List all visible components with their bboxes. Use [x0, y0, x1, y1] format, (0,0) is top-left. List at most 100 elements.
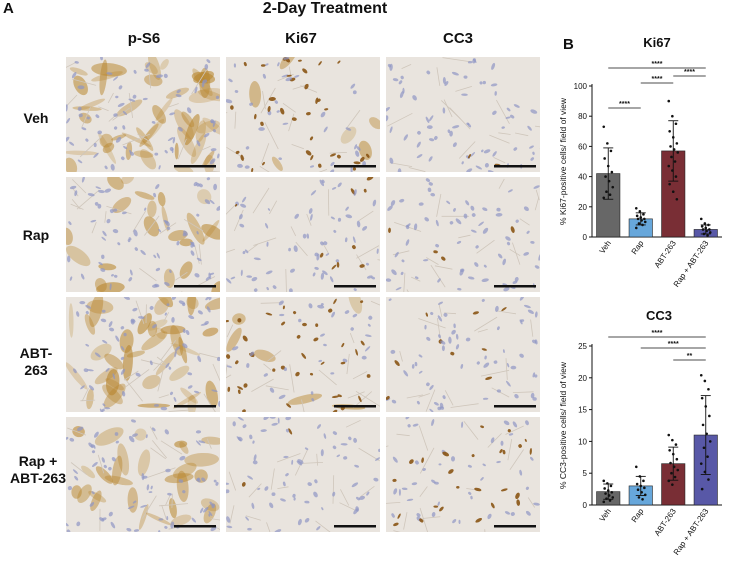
- chart1-data-point: [604, 492, 607, 495]
- chart1-data-point: [672, 465, 676, 469]
- micrograph-p-s6-row1: [66, 177, 220, 292]
- chart0-data-point: [637, 222, 641, 225]
- chart1-data-point: [708, 414, 711, 418]
- chart0-data-point: [641, 223, 644, 227]
- micrograph-cc3-row1: [386, 177, 540, 292]
- chart1-data-point: [707, 478, 710, 481]
- chart1-data-point: [610, 490, 614, 494]
- chart1-x-tick-label: Rap: [630, 507, 646, 525]
- chart0-data-point: [643, 220, 647, 224]
- chart1-data-point: [643, 493, 647, 497]
- row-label-rap-abt263: Rap + ABT-263: [9, 453, 67, 486]
- chart1-data-point: [707, 387, 710, 391]
- chart1-data-point: [671, 438, 674, 442]
- chart0-data-point: [706, 234, 709, 237]
- micrograph-ki67-row1: [226, 177, 380, 292]
- chart0-significance-label: ****: [652, 61, 663, 68]
- micrograph-ki67-row0: [226, 57, 380, 172]
- chart1-data-point: [640, 490, 643, 494]
- chart1-data-point: [703, 470, 707, 474]
- chart0-data-point: [636, 217, 640, 221]
- chart1-data-point: [641, 497, 644, 501]
- chart0-data-point: [708, 228, 711, 231]
- chart0-data-point: [604, 175, 607, 178]
- chart1-data-point: [605, 497, 608, 500]
- chart1-data-point: [674, 443, 678, 446]
- chart1-y-tick-label: 15: [578, 406, 587, 415]
- micrograph-p-s6-row3: [66, 417, 220, 532]
- row-label-abt263: ABT-263: [19, 345, 53, 378]
- chart1-data-point: [701, 423, 705, 427]
- chart0-data-point: [602, 196, 606, 200]
- chart0-y-tick-label: 100: [574, 82, 588, 91]
- micrograph-cc3-row0: [386, 57, 540, 172]
- chart0-data-point: [703, 222, 707, 225]
- row-label-rap: Rap: [22, 227, 50, 243]
- chart1-data-point: [675, 457, 679, 461]
- chart0-data-point: [634, 207, 638, 210]
- chart0-data-point: [643, 217, 646, 221]
- chart1-data-point: [608, 499, 612, 502]
- chart0-data-point: [708, 231, 712, 234]
- chart1-x-tick-label: ABT-263: [653, 507, 679, 538]
- micrograph-p-s6-row0: [66, 57, 220, 172]
- column-header-cc3: CC3: [442, 30, 473, 47]
- chart1-data-point: [602, 479, 606, 483]
- chart0-data-point: [673, 160, 677, 163]
- chart0-data-point: [674, 122, 678, 126]
- row-label-veh: Veh: [23, 110, 49, 126]
- chart1-data-point: [668, 449, 671, 452]
- chart1-data-point: [603, 487, 606, 490]
- chart0-data-point: [670, 155, 673, 159]
- chart0-data-point: [611, 185, 615, 189]
- chart0-y-tick-label: 80: [578, 112, 587, 121]
- chart1-data-point: [703, 379, 707, 383]
- chart0-data-point: [610, 170, 614, 174]
- micrograph-ki67-row3: [226, 417, 380, 532]
- micrograph-ki67-row2: [226, 297, 380, 412]
- chart1-significance-label: ****: [668, 341, 679, 348]
- chart1-data-point: [638, 475, 642, 478]
- chart0-y-tick-label: 20: [578, 203, 587, 212]
- chart0-data-point: [704, 226, 708, 230]
- chart0-data-point: [607, 179, 611, 183]
- chart1-data-point: [634, 465, 638, 469]
- chart0-data-point: [671, 169, 674, 172]
- chart0-data-point: [605, 190, 608, 193]
- chart0-y-tick-label: 0: [583, 233, 588, 242]
- chart1-data-point: [667, 479, 671, 483]
- chart1-data-point: [670, 471, 673, 475]
- chart0-x-tick-label: Veh: [598, 239, 613, 255]
- chart0-data-point: [707, 223, 710, 227]
- chart1-y-tick-label: 20: [578, 374, 587, 383]
- chart0-data-point: [676, 151, 680, 154]
- chart0-data-point: [603, 157, 606, 160]
- chart1-x-tick-label: Rap + ABT-263: [672, 507, 711, 557]
- chart0-data-point: [609, 149, 613, 153]
- chart0-y-tick-label: 40: [578, 173, 587, 182]
- chart0-data-point: [638, 210, 642, 213]
- chart0-data-point: [702, 232, 706, 236]
- chart0-x-tick-label: Rap: [630, 239, 646, 257]
- chart0-data-point: [639, 216, 643, 219]
- chart1-data-point: [673, 475, 677, 479]
- chart1-significance-label: **: [687, 353, 693, 360]
- chart1-data-point: [602, 500, 606, 504]
- chart1-data-point: [676, 468, 680, 472]
- chart0-data-point: [701, 228, 705, 231]
- chart0-significance-label: ****: [684, 69, 695, 76]
- chart1-data-point: [635, 482, 639, 486]
- chart0-y-axis-label: % Ki67-positive cells/ field of view: [558, 97, 568, 225]
- chart1-data-point: [637, 496, 641, 499]
- chart1-data-point: [643, 486, 646, 490]
- chart0-data-point: [634, 226, 638, 230]
- figure-title: 2-Day Treatment: [262, 0, 388, 17]
- chart1-data-point: [705, 432, 708, 436]
- chart0-data-point: [669, 145, 672, 148]
- chart1-data-point: [706, 455, 709, 458]
- chart1-y-tick-label: 10: [578, 437, 587, 446]
- chart0-data-point: [671, 136, 675, 139]
- panel-a-letter: A: [3, 0, 14, 17]
- chart1-data-point: [699, 373, 703, 377]
- panel-b-letter: B: [563, 36, 574, 53]
